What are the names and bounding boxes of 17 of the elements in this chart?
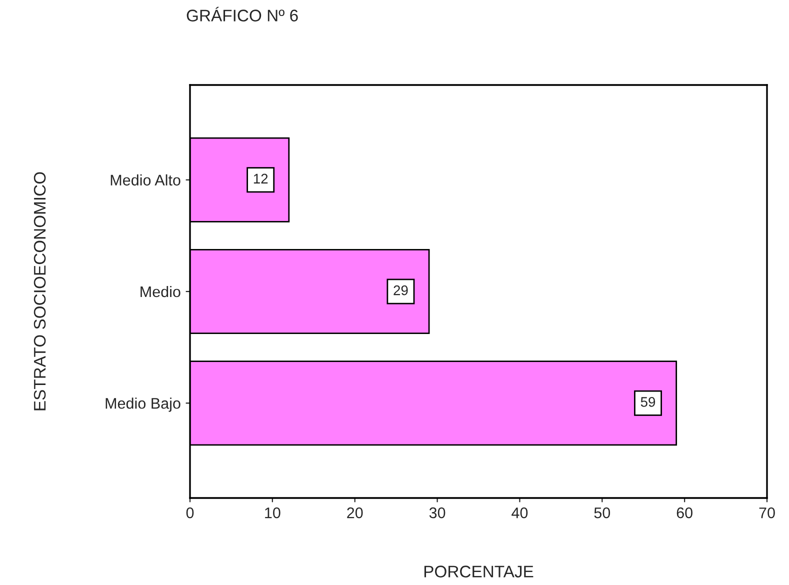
x-tick-label: 70 <box>759 507 775 518</box>
x-tick-label: 40 <box>512 507 528 518</box>
x-axis-title: PORCENTAJE <box>424 566 534 578</box>
data-label: 59 <box>640 397 656 407</box>
x-tick-label: 0 <box>186 507 194 518</box>
x-tick-label: 10 <box>265 507 280 518</box>
y-tick-label: Medio <box>140 286 180 298</box>
x-tick-label: 20 <box>347 507 363 518</box>
x-tick-label: 60 <box>676 507 692 518</box>
x-tick-label: 30 <box>429 507 446 518</box>
y-tick-label: Medio Alto <box>110 174 180 186</box>
y-axis-title: ESTRATO SOCIOECONOMICO <box>34 172 46 410</box>
data-label: 29 <box>394 285 408 296</box>
data-label: 12 <box>254 174 268 184</box>
chart-title: GRÁFICO Nº 6 <box>186 6 298 22</box>
x-tick-label: 50 <box>594 507 610 518</box>
y-tick-label: Medio Bajo <box>106 398 180 412</box>
